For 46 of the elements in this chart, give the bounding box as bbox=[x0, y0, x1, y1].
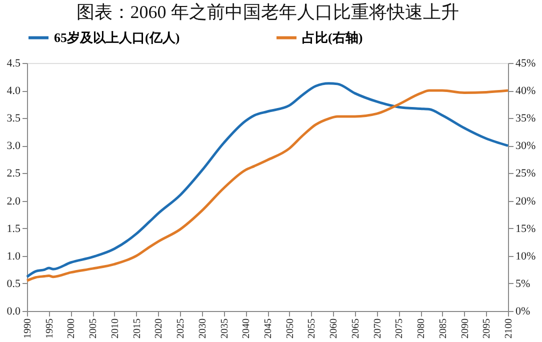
y2-tick-label: 45% bbox=[516, 58, 536, 70]
x-tick-label: 1995 bbox=[44, 318, 56, 338]
x-tick-label: 2005 bbox=[88, 318, 100, 338]
y2-tick-label: 30% bbox=[516, 140, 536, 152]
x-tick-label: 2060 bbox=[328, 318, 340, 338]
legend-label: 65岁及以上人口(亿人) bbox=[54, 30, 180, 45]
x-tick-label: 2075 bbox=[394, 318, 406, 338]
y-tick-label: 0.0 bbox=[6, 306, 21, 318]
y-tick-label: 2.5 bbox=[6, 168, 21, 180]
x-tick-label: 2100 bbox=[504, 318, 514, 338]
x-tick-label: 2080 bbox=[416, 318, 428, 338]
y2-tick-label: 25% bbox=[516, 168, 536, 180]
x-tick-label: 2055 bbox=[306, 318, 318, 338]
x-tick-label: 2085 bbox=[438, 318, 449, 338]
x-tick-label: 2045 bbox=[263, 318, 274, 338]
x-tick-label: 1990 bbox=[22, 318, 34, 338]
x-tick-label: 2015 bbox=[132, 318, 143, 338]
y2-tick-label: 20% bbox=[516, 195, 536, 208]
y-tick-label: 4.0 bbox=[6, 85, 21, 98]
y-tick-label: 2.0 bbox=[6, 195, 21, 208]
x-tick-label: 2035 bbox=[219, 318, 230, 338]
x-tick-label: 2090 bbox=[460, 318, 471, 338]
y-tick-label: 1.0 bbox=[6, 250, 21, 262]
x-tick-label: 2050 bbox=[284, 318, 296, 338]
x-tick-label: 2040 bbox=[241, 318, 252, 338]
y2-tick-label: 15% bbox=[516, 222, 536, 235]
x-tick-label: 2010 bbox=[110, 318, 121, 338]
y-tick-label: 0.5 bbox=[6, 278, 21, 290]
x-tick-label: 2000 bbox=[66, 318, 78, 338]
y-tick-label: 1.5 bbox=[6, 222, 21, 235]
x-tick-label: 2025 bbox=[176, 318, 187, 338]
y-tick-label: 3.0 bbox=[6, 140, 21, 152]
x-tick-label: 2030 bbox=[197, 318, 208, 338]
x-tick-label: 2070 bbox=[372, 318, 384, 338]
x-tick-label: 2065 bbox=[350, 318, 362, 338]
y2-tick-label: 35% bbox=[516, 112, 536, 125]
y2-tick-label: 40% bbox=[516, 85, 536, 98]
legend-label: 占比(右轴) bbox=[302, 30, 363, 45]
x-tick-label: 2020 bbox=[154, 318, 165, 338]
x-tick-label: 2095 bbox=[482, 318, 493, 338]
y-tick-label: 3.5 bbox=[6, 112, 21, 125]
y-tick-label: 4.5 bbox=[6, 58, 21, 70]
y2-tick-label: 0% bbox=[516, 306, 530, 318]
chart-title: 图表：2060 年之前中国老年人口比重将快速上升 bbox=[76, 2, 459, 22]
y2-tick-label: 5% bbox=[516, 278, 530, 290]
y2-tick-label: 10% bbox=[516, 250, 536, 262]
